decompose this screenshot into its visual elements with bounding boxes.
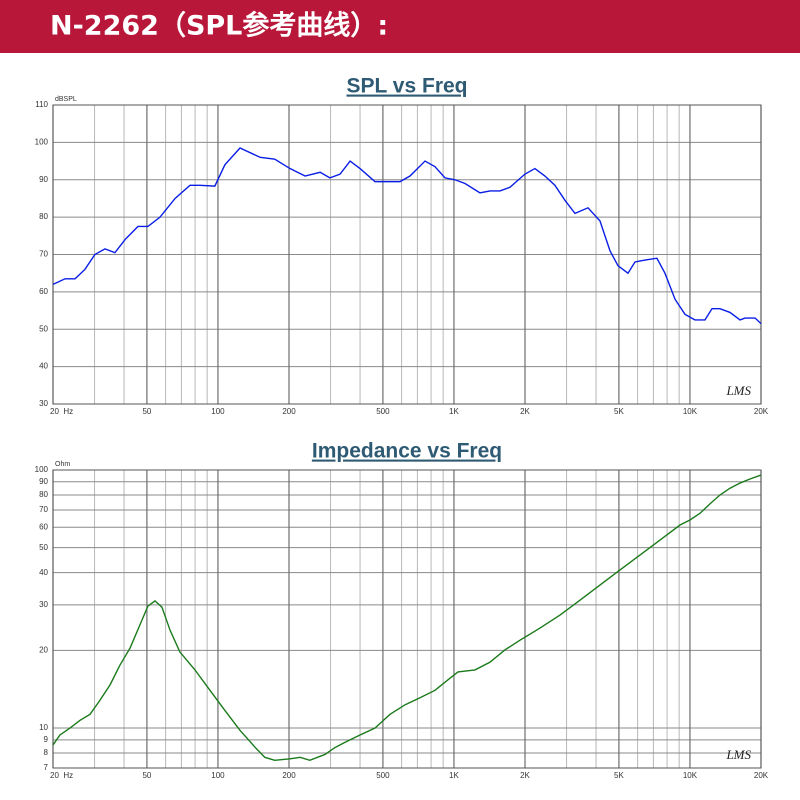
x-tick-label: 5K: [614, 407, 624, 416]
x-tick-label: 10K: [683, 771, 698, 780]
x-tick-label: 20K: [754, 407, 769, 416]
y-tick-label: 30: [39, 399, 48, 408]
data-line: [52, 474, 762, 762]
y-tick-label: 70: [39, 250, 48, 259]
chart-title: SPL vs Freq: [347, 75, 468, 98]
y-tick-label: 100: [35, 465, 49, 474]
y-tick-label: 90: [39, 175, 48, 184]
y-tick-label: 90: [39, 477, 48, 486]
x-tick-label: 2K: [520, 407, 530, 416]
y-tick-label: 40: [39, 568, 48, 577]
y-tick-label: 8: [44, 748, 49, 757]
x-tick-label: 10K: [683, 407, 698, 416]
x-tick-label: 200: [282, 407, 296, 416]
y-tick-label: 50: [39, 324, 48, 333]
x-tick-label: 200: [282, 771, 296, 780]
x-tick-label: 20 Hz: [50, 771, 73, 780]
y-tick-label: 80: [39, 212, 48, 221]
data-line: [52, 147, 762, 325]
y-tick-label: 7: [44, 763, 49, 772]
x-tick-label: 1K: [449, 407, 459, 416]
y-tick-label: 10: [39, 723, 48, 732]
x-tick-label: 5K: [614, 771, 624, 780]
x-tick-label: 2K: [520, 771, 530, 780]
x-tick-label: 20K: [754, 771, 769, 780]
x-tick-label: 500: [376, 407, 390, 416]
plot-border: [52, 469, 762, 769]
y-tick-label: 50: [39, 543, 48, 552]
y-tick-label: 30: [39, 600, 48, 609]
y-tick-label: 100: [35, 137, 49, 146]
header-title: N-2262（SPL参考曲线）:: [50, 10, 388, 42]
x-tick-label: 50: [142, 771, 151, 780]
x-tick-label: 100: [211, 407, 225, 416]
y-tick-label: 70: [39, 505, 48, 514]
x-tick-label: 20 Hz: [50, 407, 73, 416]
x-tick-label: 50: [142, 407, 151, 416]
x-tick-label: 100: [211, 771, 225, 780]
header-band: [0, 0, 800, 53]
x-tick-label: 500: [376, 771, 390, 780]
x-tick-label: 1K: [449, 771, 459, 780]
watermark: LMS: [725, 747, 751, 762]
y-axis-label: Ohm: [55, 461, 70, 468]
y-tick-label: 80: [39, 490, 48, 499]
y-tick-label: 60: [39, 287, 48, 296]
y-tick-label: 110: [35, 100, 48, 109]
y-axis-label: dBSPL: [55, 96, 77, 103]
y-tick-label: 9: [44, 735, 49, 744]
y-tick-label: 40: [39, 362, 48, 371]
y-tick-label: 20: [39, 645, 48, 654]
y-tick-label: 60: [39, 522, 48, 531]
chart-title: Impedance vs Freq: [312, 440, 502, 463]
watermark: LMS: [725, 383, 751, 398]
plot-area: [52, 469, 762, 769]
plot-border: [52, 104, 762, 405]
